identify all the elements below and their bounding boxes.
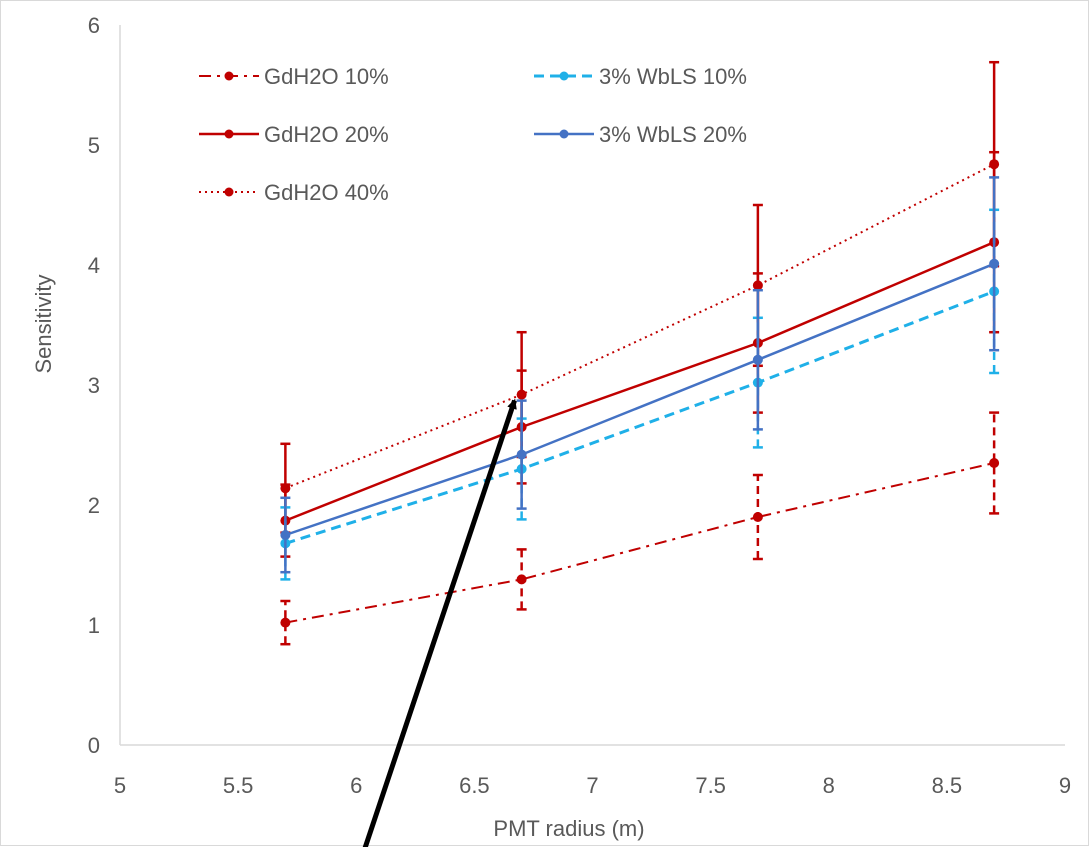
y-tick-label: 4 xyxy=(88,253,100,278)
y-tick-label: 6 xyxy=(88,13,100,38)
x-tick-label: 5.5 xyxy=(223,773,254,798)
data-point xyxy=(516,389,527,400)
legend-item: GdH2O 10% xyxy=(199,64,389,89)
x-tick-label: 6 xyxy=(350,773,362,798)
data-point xyxy=(280,617,291,628)
x-tick-label: 7 xyxy=(586,773,598,798)
series-line xyxy=(284,241,995,522)
x-tick-labels: 5 5.5 6 6.5 7 7.5 8 8.5 9 xyxy=(114,773,1071,798)
y-tick-label: 1 xyxy=(88,613,100,638)
data-point xyxy=(752,354,763,365)
series-line xyxy=(285,462,995,624)
data-point xyxy=(516,574,527,585)
y-axis-title: Sensitivity xyxy=(31,274,56,373)
series-3-wbls-10- xyxy=(280,208,1000,581)
x-tick-label: 7.5 xyxy=(695,773,726,798)
data-point xyxy=(752,512,763,522)
data-point xyxy=(752,280,763,291)
legend-label: GdH2O 20% xyxy=(264,122,389,147)
annotation-arrow xyxy=(362,398,517,847)
x-axis-title: PMT radius (m) xyxy=(493,816,644,841)
x-tick-label: 8.5 xyxy=(932,773,963,798)
y-tick-labels: 0 1 2 3 4 5 6 xyxy=(88,13,100,758)
legend-marker xyxy=(224,71,234,81)
legend-label: 3% WbLS 10% xyxy=(599,64,747,89)
legend-item: 3% WbLS 10% xyxy=(534,64,747,89)
legend-marker xyxy=(224,187,234,197)
y-tick-label: 5 xyxy=(88,133,100,158)
data-point xyxy=(280,483,291,494)
annotation-layer xyxy=(362,398,517,847)
y-tick-label: 0 xyxy=(88,733,100,758)
legend: GdH2O 10% GdH2O 20% GdH2O 40% 3% WbLS 10% 3%… xyxy=(199,64,747,205)
legend-label: 3% WbLS 20% xyxy=(599,122,747,147)
legend-marker xyxy=(559,71,569,81)
data-point xyxy=(516,449,527,460)
x-tick-label: 6.5 xyxy=(459,773,490,798)
legend-marker xyxy=(559,129,569,139)
x-tick-label: 5 xyxy=(114,773,126,798)
y-tick-label: 3 xyxy=(88,373,100,398)
x-tick-label: 9 xyxy=(1059,773,1071,798)
data-point xyxy=(989,458,1000,468)
series-gdh2o-20- xyxy=(280,150,1000,558)
legend-item: GdH2O 40% xyxy=(199,180,389,205)
data-point xyxy=(989,258,1000,269)
legend-label: GdH2O 10% xyxy=(264,64,389,89)
data-point xyxy=(280,530,291,540)
legend-label: GdH2O 40% xyxy=(264,180,389,205)
series-line xyxy=(285,163,995,490)
legend-item: 3% WbLS 20% xyxy=(534,122,747,147)
series-line xyxy=(284,262,995,537)
series-gdh2o-10- xyxy=(280,411,1000,646)
x-tick-label: 8 xyxy=(823,773,835,798)
y-tick-label: 2 xyxy=(88,493,100,518)
data-point xyxy=(989,159,1000,170)
legend-marker xyxy=(224,129,234,139)
series-3-wbls-20- xyxy=(280,176,1000,574)
legend-item: GdH2O 20% xyxy=(199,122,389,147)
series-layer xyxy=(280,60,1000,646)
series-line xyxy=(284,290,995,545)
